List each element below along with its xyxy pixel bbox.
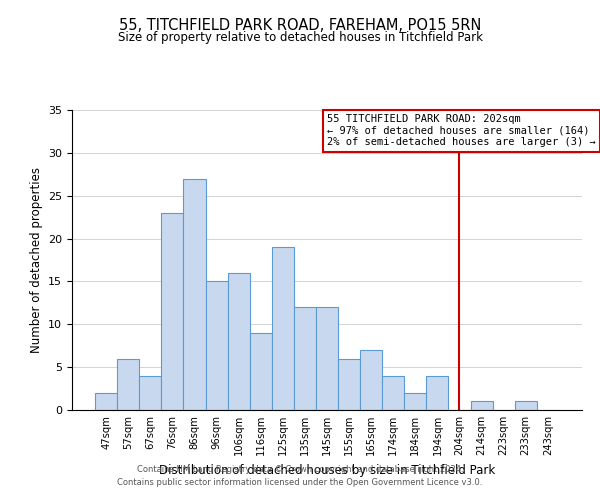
Bar bbox=[515, 402, 537, 410]
X-axis label: Distribution of detached houses by size in Titchfield Park: Distribution of detached houses by size … bbox=[159, 464, 495, 476]
Bar bbox=[161, 213, 184, 410]
Text: Contains HM Land Registry data © Crown copyright and database right 2024.: Contains HM Land Registry data © Crown c… bbox=[137, 466, 463, 474]
Text: Size of property relative to detached houses in Titchfield Park: Size of property relative to detached ho… bbox=[118, 31, 482, 44]
Bar bbox=[117, 358, 139, 410]
Bar bbox=[338, 358, 360, 410]
Bar bbox=[139, 376, 161, 410]
Bar bbox=[316, 307, 338, 410]
Bar bbox=[272, 247, 294, 410]
Text: Contains public sector information licensed under the Open Government Licence v3: Contains public sector information licen… bbox=[118, 478, 482, 487]
Bar bbox=[95, 393, 117, 410]
Bar bbox=[227, 273, 250, 410]
Bar bbox=[294, 307, 316, 410]
Bar bbox=[470, 402, 493, 410]
Text: 55 TITCHFIELD PARK ROAD: 202sqm
← 97% of detached houses are smaller (164)
2% of: 55 TITCHFIELD PARK ROAD: 202sqm ← 97% of… bbox=[327, 114, 596, 148]
Y-axis label: Number of detached properties: Number of detached properties bbox=[29, 167, 43, 353]
Bar bbox=[206, 282, 227, 410]
Bar bbox=[184, 178, 206, 410]
Bar bbox=[382, 376, 404, 410]
Bar bbox=[250, 333, 272, 410]
Bar bbox=[404, 393, 427, 410]
Bar bbox=[427, 376, 448, 410]
Bar bbox=[360, 350, 382, 410]
Text: 55, TITCHFIELD PARK ROAD, FAREHAM, PO15 5RN: 55, TITCHFIELD PARK ROAD, FAREHAM, PO15 … bbox=[119, 18, 481, 32]
